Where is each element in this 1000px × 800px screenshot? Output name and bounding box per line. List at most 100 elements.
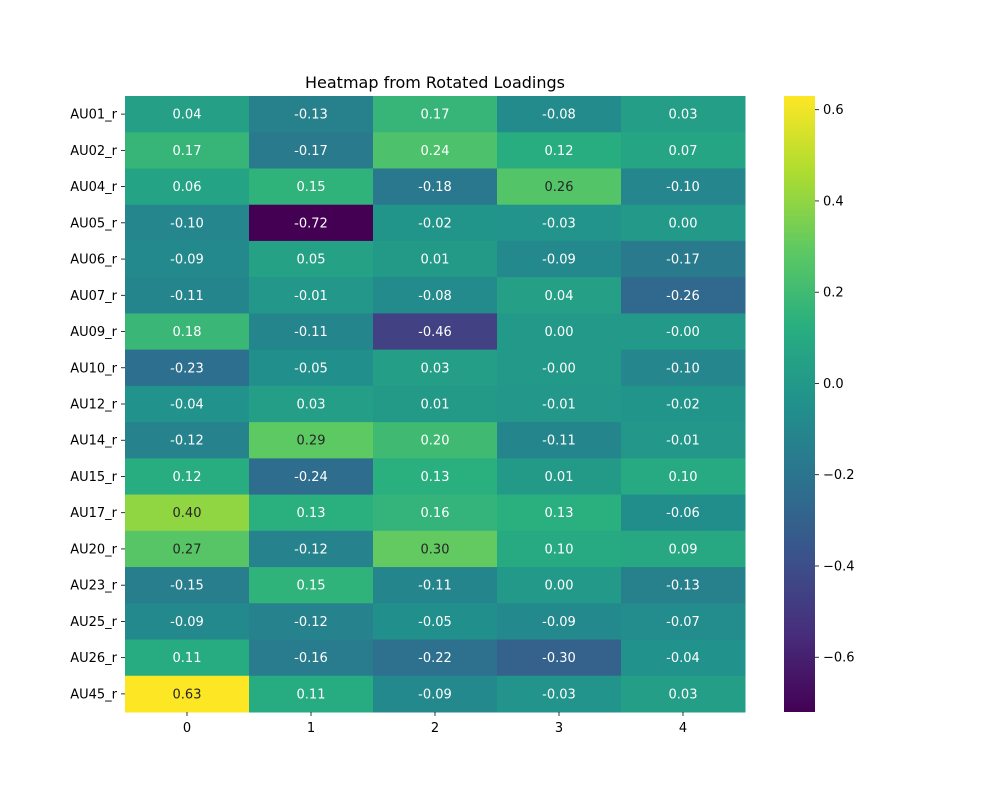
heatmap-cell: [125, 204, 250, 242]
heatmap-cell: [249, 96, 374, 133]
cell-value-label: -0.00: [542, 361, 576, 376]
heatmap-cell: [497, 277, 622, 314]
heatmap-cell: [497, 458, 622, 496]
cell-value-label: -0.01: [666, 434, 700, 449]
y-tick-label: AU04_r: [70, 180, 117, 195]
y-tick-label: AU45_r: [70, 687, 117, 702]
heatmap-cell: [497, 349, 622, 387]
cell-value-label: -0.22: [418, 651, 452, 666]
heatmap-cell: [621, 277, 746, 314]
cell-value-label: -0.03: [542, 687, 576, 702]
heatmap-cell: [125, 530, 250, 568]
heatmap-cell: [125, 675, 250, 713]
cell-value-label: 0.10: [669, 470, 698, 485]
heatmap-cell: [249, 494, 374, 532]
cell-value-label: -0.11: [294, 325, 328, 340]
cell-value-label: -0.00: [666, 325, 700, 340]
heatmap-cell: [497, 204, 622, 242]
heatmap-cell: [497, 675, 622, 713]
cell-value-label: 0.26: [545, 180, 574, 195]
heatmap-cell: [621, 567, 746, 604]
heatmap-cell: [125, 240, 250, 278]
heatmap-cell: [249, 385, 374, 423]
cell-value-label: -0.11: [542, 434, 576, 449]
heatmap-cell: [125, 96, 250, 133]
x-axis: 0 1 2 3 4: [183, 712, 687, 736]
y-tick-label: AU05_r: [70, 216, 117, 231]
cell-value-label: 0.12: [545, 144, 574, 159]
heatmap-cell: [373, 313, 498, 351]
heatmap-cell: [621, 639, 746, 677]
cell-value-label: -0.13: [666, 579, 700, 594]
colorbar-tick-label: 0.2: [823, 286, 844, 301]
y-tick-label: AU26_r: [70, 651, 117, 666]
cell-value-label: -0.10: [666, 180, 700, 195]
cell-value-label: -0.04: [170, 398, 204, 413]
heatmap-cell: [373, 675, 498, 713]
colorbar-tick-label: −0.2: [823, 468, 855, 483]
cell-value-label: 0.11: [297, 687, 326, 702]
cell-value-label: -0.09: [542, 615, 576, 630]
colorbar-tick-label: 0.4: [823, 194, 844, 209]
cell-value-label: 0.40: [173, 506, 202, 521]
y-tick-label: AU02_r: [70, 144, 117, 159]
cell-value-label: -0.03: [542, 216, 576, 231]
cell-value-label: -0.16: [294, 651, 328, 666]
colorbar: [784, 96, 815, 712]
heatmap-cell: [249, 603, 374, 641]
y-tick-label: AU25_r: [70, 615, 117, 630]
cell-value-label: 0.03: [669, 108, 698, 123]
cell-value-label: 0.15: [297, 180, 326, 195]
heatmap-cell: [497, 530, 622, 568]
heatmap-cell: [373, 132, 498, 169]
heatmap-cell: [497, 385, 622, 423]
cell-value-label: 0.04: [545, 289, 574, 304]
heatmap-cell: [249, 567, 374, 604]
cell-value-label: 0.09: [669, 542, 698, 557]
cell-value-label: -0.01: [542, 398, 576, 413]
cell-value-label: 0.13: [297, 506, 326, 521]
cell-value-label: -0.17: [666, 253, 700, 268]
cell-value-label: -0.11: [418, 579, 452, 594]
cell-value-label: 0.03: [297, 398, 326, 413]
cell-value-label: 0.18: [173, 325, 202, 340]
heatmap-cell: [497, 96, 622, 133]
heatmap-cell: [249, 240, 374, 278]
cell-value-label: -0.07: [666, 615, 700, 630]
cell-value-label: -0.02: [418, 216, 452, 231]
heatmap-cell: [249, 675, 374, 713]
cell-value-label: -0.09: [418, 687, 452, 702]
heatmap-cell: [497, 639, 622, 677]
cell-value-label: 0.15: [297, 579, 326, 594]
heatmap-cell: [125, 277, 250, 314]
cell-value-label: 0.03: [421, 361, 450, 376]
x-tick-label: 4: [679, 721, 687, 736]
x-tick-label: 0: [183, 721, 191, 736]
y-tick-label: AU20_r: [70, 542, 117, 557]
colorbar-tick-label: −0.4: [823, 559, 855, 574]
heatmap-cell: [373, 240, 498, 278]
cell-value-label: -0.05: [294, 361, 328, 376]
x-tick-label: 2: [431, 721, 439, 736]
heatmap-cell: [621, 96, 746, 133]
heatmap-cell: [125, 385, 250, 423]
cell-value-label: -0.09: [170, 615, 204, 630]
heatmap-cell: [497, 168, 622, 206]
cell-value-label: -0.18: [418, 180, 452, 195]
heatmap-cell: [497, 132, 622, 169]
y-tick-label: AU01_r: [70, 108, 117, 123]
cell-value-label: -0.12: [170, 434, 204, 449]
cell-value-label: -0.09: [542, 253, 576, 268]
cell-value-label: -0.72: [294, 216, 328, 231]
cell-value-label: -0.15: [170, 579, 204, 594]
heatmap-cell: [621, 458, 746, 496]
colorbar-ticks: 0.6 0.4 0.2 0.0 −0.2 −0.4 −0.6: [815, 103, 855, 666]
y-tick-label: AU07_r: [70, 289, 117, 304]
heatmap-cell: [373, 494, 498, 532]
heatmap-cell: [373, 96, 498, 133]
cell-value-label: 0.30: [421, 542, 450, 557]
heatmap-cell: [497, 313, 622, 351]
cell-value-label: 0.10: [545, 542, 574, 557]
cell-value-label: -0.24: [294, 470, 328, 485]
